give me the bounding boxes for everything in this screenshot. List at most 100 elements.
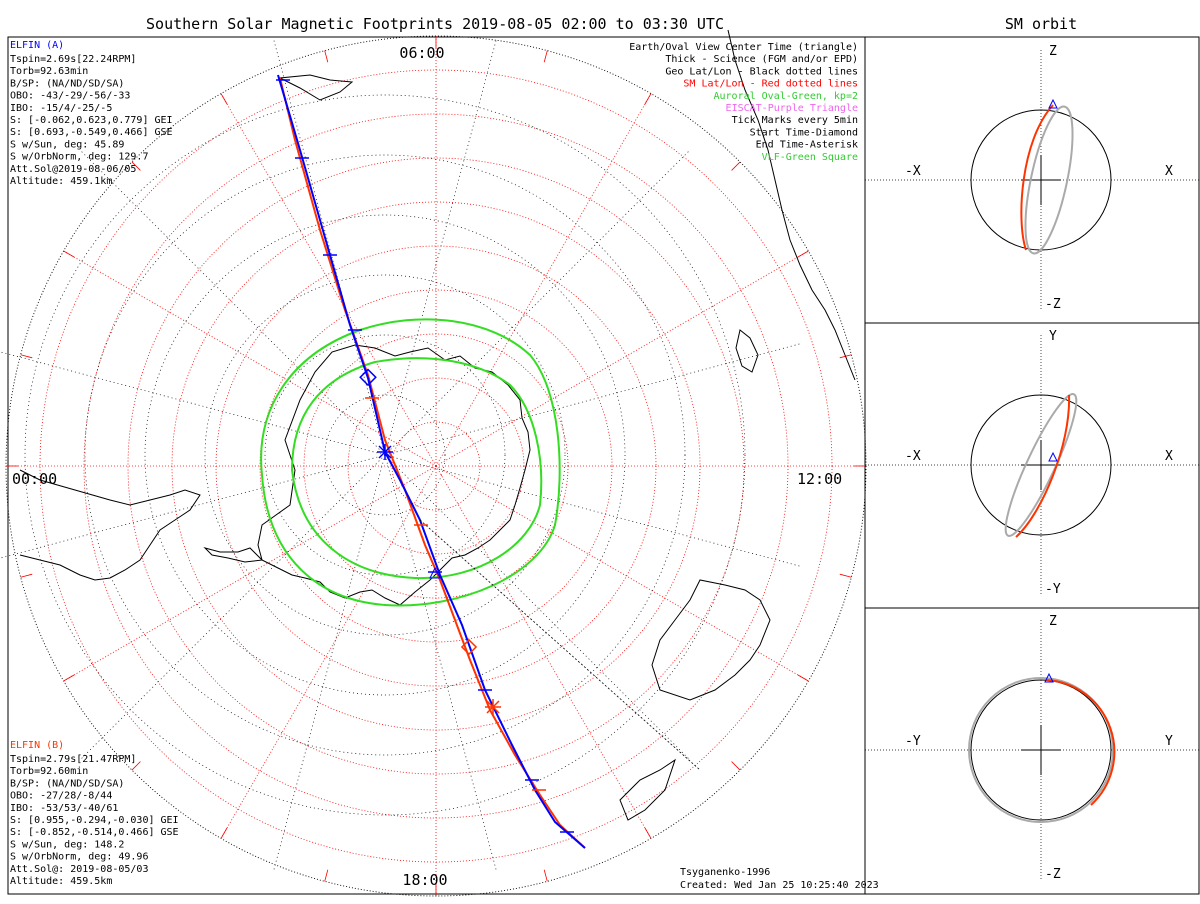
legend-entry: VLF-Green Square xyxy=(762,152,858,163)
orbit-panels: Z -Z -X X Y -Y -X X Z -Z -Y Y xyxy=(865,44,1199,882)
info-line: Tspin=2.69s[22.24RPM] xyxy=(10,54,136,65)
orbit-triangle xyxy=(1048,451,1058,462)
geo-latitude-circle xyxy=(204,274,566,636)
axis-label-top: Z xyxy=(1049,44,1057,59)
geo-longitude-line xyxy=(273,454,386,871)
geo-longitude-line xyxy=(0,351,386,456)
sm-longitude-line xyxy=(435,93,652,467)
info-line: Torb=92.63min xyxy=(10,66,88,77)
elfin-a-start-diamond xyxy=(359,368,377,387)
east-pacific-islands xyxy=(278,74,354,101)
orbit-frame xyxy=(864,36,1200,895)
info-line: OBO: -27/28/-8/44 xyxy=(10,791,112,802)
auroral-ovals xyxy=(260,318,561,607)
time-label-right: 12:00 xyxy=(797,470,842,488)
hour-tick xyxy=(131,761,141,771)
axis-label-left: -X xyxy=(905,449,921,464)
info-line: S: [0.955,-0.294,-0.030] GEI xyxy=(10,815,179,826)
geo-latitude-circle xyxy=(84,154,686,756)
view-center-triangle xyxy=(429,566,441,579)
australia-coastline xyxy=(651,579,771,701)
orbit-panel-1: Z -Z -X X xyxy=(865,44,1199,312)
new-zealand-coastline xyxy=(619,758,676,821)
figure-title: Southern Solar Magnetic Footprints 2019-… xyxy=(146,15,724,33)
info-line: Att.Sol@: 2019-08-05/03 xyxy=(10,864,148,875)
sm-longitude-line xyxy=(220,93,437,467)
axis-label-top: Z xyxy=(1049,614,1057,629)
geo-longitude-line xyxy=(273,39,386,456)
sm-latitude-circle xyxy=(127,157,745,775)
legend-entry: Earth/Oval View Center Time (triangle) xyxy=(629,42,858,53)
hour-tick xyxy=(220,827,228,839)
hour-tick xyxy=(839,573,852,578)
geo-longitude-line xyxy=(384,454,801,567)
coastlines xyxy=(19,29,856,821)
sm-longitude-line xyxy=(220,465,437,839)
info-line: IBO: -15/4/-25/-5 xyxy=(10,103,112,114)
geo-longitude-line xyxy=(0,454,386,559)
geo-longitude-line xyxy=(80,454,386,760)
orbit-triangle xyxy=(1048,98,1058,109)
orbit-title: SM orbit xyxy=(1005,15,1077,33)
orbit-panel-3: Z -Z -Y Y xyxy=(865,614,1199,882)
axis-label-top: Y xyxy=(1049,329,1057,344)
hour-tick xyxy=(797,250,809,258)
info-line: S w/OrbNorm, deg: 129.7 xyxy=(10,152,148,163)
elfin-a-track xyxy=(277,74,586,849)
footprint-tracks xyxy=(276,74,701,849)
hour-tick xyxy=(731,761,741,771)
orbit-path-gray xyxy=(968,677,1114,823)
elfin-b-end-asterisk xyxy=(485,699,501,715)
geo-longitude-line xyxy=(384,39,497,456)
info-line: Altitude: 459.5km xyxy=(10,876,112,887)
legend-entry: SM Lat/Lon - Red dotted lines xyxy=(683,79,858,90)
hour-tick xyxy=(220,93,228,105)
elfin-a-tick-marks xyxy=(276,79,574,833)
earth-circle xyxy=(970,394,1112,536)
info-line: S: [-0.062,0.623,0.779] GEI xyxy=(10,115,173,126)
hour-tick xyxy=(63,674,75,682)
south-america-coastline xyxy=(19,469,201,581)
info-line: OBO: -43/-29/-56/-33 xyxy=(10,91,130,102)
geo-latitude-circle xyxy=(24,94,746,816)
geo-longitude-line xyxy=(80,150,386,456)
antarctica-coastline xyxy=(257,344,531,606)
sm-latitude-circle xyxy=(259,289,613,643)
legend-entry: EISCAT-Purple Triangle xyxy=(726,103,858,114)
info-line: B/SP: (NA/ND/SD/SA) xyxy=(10,78,124,89)
legend-entry: End Time-Asterisk xyxy=(756,140,858,151)
elfin-b-info: Tspin=2.79s[21.47RPM]Torb=92.60minB/SP: … xyxy=(10,754,179,887)
info-line: Tspin=2.79s[21.47RPM] xyxy=(10,754,136,765)
info-line: S: [0.693,-0.549,0.466] GSE xyxy=(10,127,173,138)
time-label-top: 06:00 xyxy=(399,44,444,62)
madagascar-coastline xyxy=(735,329,759,373)
geo-longitude-line xyxy=(384,454,690,760)
hour-tick xyxy=(644,827,652,839)
elfin-a-name: ELFIN (A) xyxy=(10,40,64,51)
hour-tick xyxy=(543,869,548,882)
auroral-oval-inner xyxy=(290,357,543,580)
sm-longitude-line xyxy=(435,465,809,682)
info-line: Altitude: 459.1km xyxy=(10,176,112,187)
orbit-path-gray xyxy=(1024,105,1074,255)
info-line: Att.Sol@2019-08-06/05 xyxy=(10,164,136,175)
legend-entry: Auroral Oval-Green, kp=2 xyxy=(714,91,859,102)
orbit-path-b xyxy=(1045,679,1116,806)
info-line: IBO: -53/53/-40/61 xyxy=(10,803,118,814)
time-label-bottom: 18:00 xyxy=(402,871,447,889)
info-line: S w/OrbNorm, deg: 49.96 xyxy=(10,852,148,863)
axis-label-bottom: -Y xyxy=(1045,582,1061,597)
elfin-b-tick-marks xyxy=(365,397,546,791)
elfin-projection-line xyxy=(419,519,701,771)
hour-tick xyxy=(731,161,741,171)
auroral-oval-outer xyxy=(260,318,561,607)
orbit-path-b xyxy=(1020,104,1054,251)
hour-tick xyxy=(131,161,141,171)
elfin-a-end-asterisk xyxy=(377,444,393,460)
axis-label-right: Y xyxy=(1165,734,1173,749)
sm-longitude-line xyxy=(435,465,652,839)
info-line: S: [-0.852,-0.514,0.466] GSE xyxy=(10,827,179,838)
axis-label-left: -X xyxy=(905,164,921,179)
geo-latitude-circle xyxy=(324,394,446,516)
